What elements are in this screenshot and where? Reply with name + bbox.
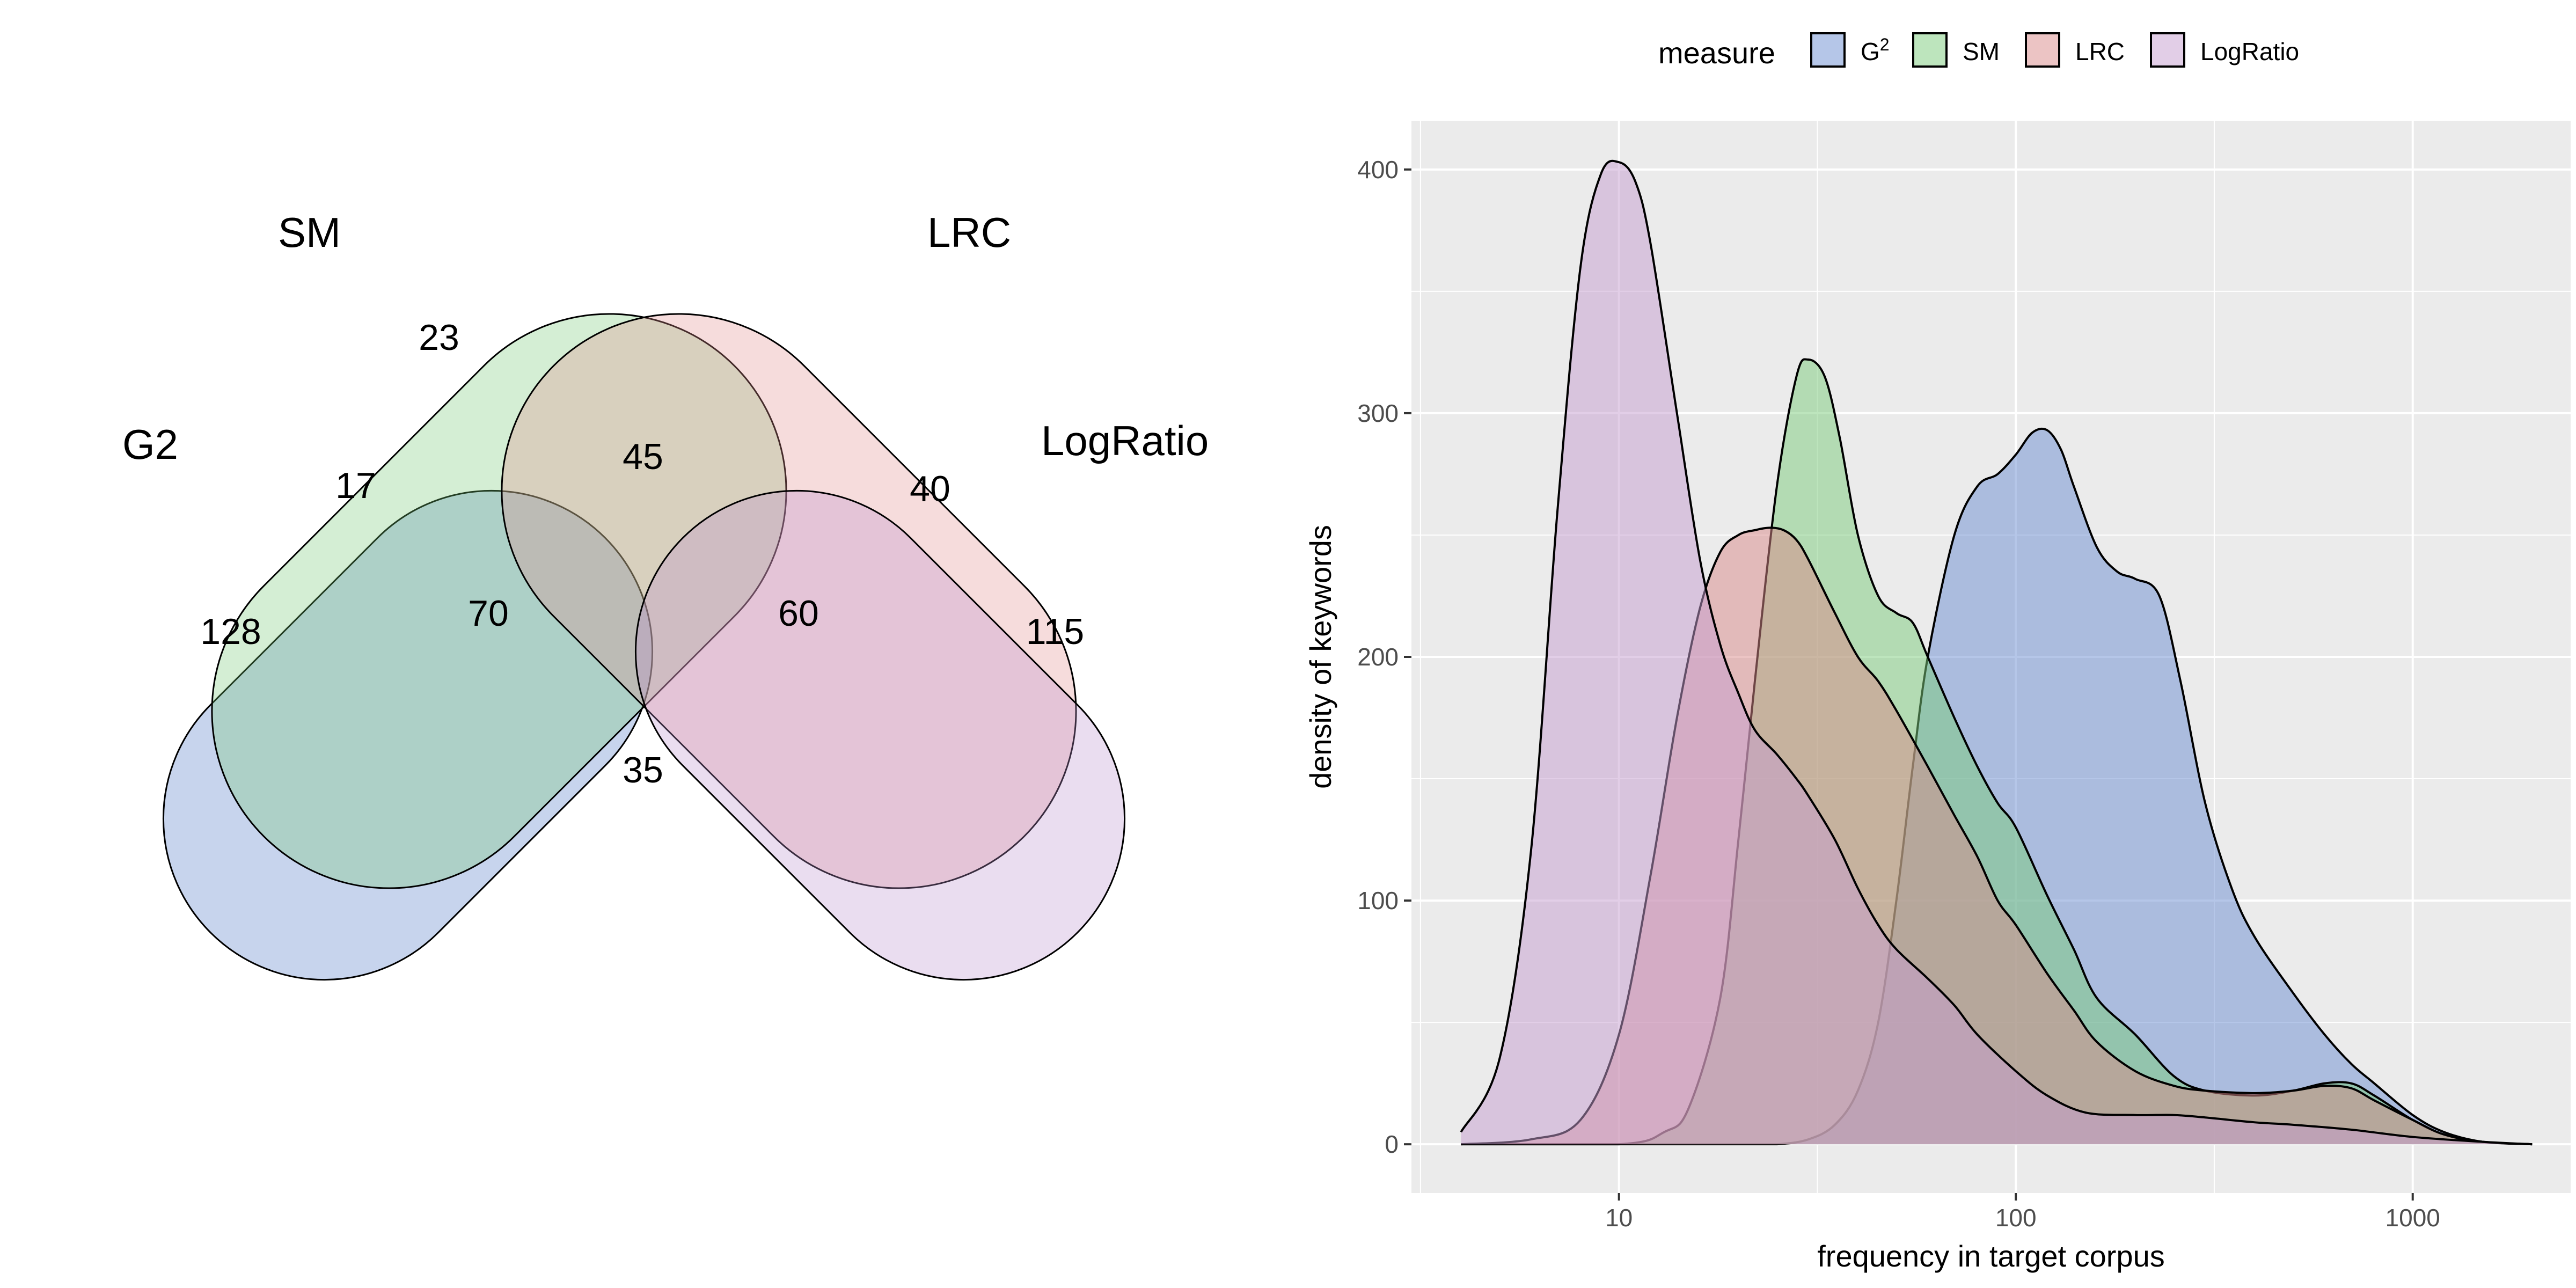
density-line-logratio bbox=[1460, 159, 2533, 1146]
count-g2-only: 128 bbox=[200, 611, 261, 652]
x-axis-title: frequency in target corpus bbox=[1817, 1239, 2164, 1273]
count-sm-only: 23 bbox=[419, 317, 459, 358]
count-lrc-logratio: 40 bbox=[910, 469, 950, 509]
legend-swatch-logratio bbox=[2150, 32, 2185, 68]
y-tick-label: 0 bbox=[1385, 1130, 1399, 1158]
axis-ticks bbox=[1404, 168, 2414, 1201]
venn-set-labels: G2 SM LRC LogRatio bbox=[122, 209, 1209, 468]
count-logratio-only: 115 bbox=[1026, 611, 1084, 652]
x-tick-label: 100 bbox=[1995, 1204, 2037, 1232]
set-label-sm: SM bbox=[278, 209, 341, 256]
venn-shape-logratio bbox=[634, 489, 1126, 981]
legend-label-lrc: LRC bbox=[2075, 38, 2125, 65]
legend: measure G2 SM LRC LogRatio bbox=[1658, 32, 2299, 70]
count-sm-lrc-logratio: 60 bbox=[778, 593, 819, 634]
venn-shape-g2 bbox=[162, 489, 654, 981]
legend-label-sm: SM bbox=[1963, 38, 2000, 65]
y-axis-title: density of keywords bbox=[1304, 525, 1337, 789]
set-label-lrc: LRC bbox=[927, 209, 1011, 256]
y-tick-label: 200 bbox=[1357, 643, 1399, 671]
venn-shape-lrc bbox=[501, 313, 1077, 889]
y-tick-label: 400 bbox=[1357, 156, 1399, 184]
legend-swatch-lrc bbox=[2025, 32, 2060, 68]
legend-title: measure bbox=[1658, 36, 1775, 70]
y-tick-label: 100 bbox=[1357, 887, 1399, 914]
x-tick-label: 1000 bbox=[2385, 1204, 2440, 1232]
density-area-g- bbox=[1461, 428, 2533, 1145]
venn-diagram: G2 SM LRC LogRatio 128 23 115 17 45 40 7… bbox=[122, 209, 1209, 981]
density-areas bbox=[1460, 159, 2533, 1146]
venn-region-counts: 128 23 115 17 45 40 70 60 35 bbox=[200, 317, 1084, 791]
count-g2-sm-lrc: 70 bbox=[468, 593, 509, 634]
y-tick-label: 300 bbox=[1357, 399, 1399, 427]
venn-shape-sm bbox=[211, 313, 787, 889]
count-sm-lrc: 45 bbox=[623, 436, 663, 477]
x-tick-label: 10 bbox=[1605, 1204, 1633, 1232]
set-label-logratio: LogRatio bbox=[1041, 417, 1209, 464]
x-tick-labels: 10 100 1000 bbox=[1605, 1204, 2440, 1232]
legend-swatch-g- bbox=[1810, 32, 1846, 68]
count-g2-sm: 17 bbox=[335, 465, 376, 506]
legend-label-logratio: LogRatio bbox=[2200, 38, 2299, 65]
set-label-g2: G2 bbox=[122, 421, 178, 468]
density-area-logratio bbox=[1461, 160, 2533, 1145]
y-tick-labels: 0 100 200 300 400 bbox=[1357, 156, 1399, 1158]
legend-label-g-: G2 bbox=[1861, 35, 1890, 65]
count-all-four: 35 bbox=[623, 750, 663, 791]
legend-swatch-sm bbox=[1912, 32, 1948, 68]
